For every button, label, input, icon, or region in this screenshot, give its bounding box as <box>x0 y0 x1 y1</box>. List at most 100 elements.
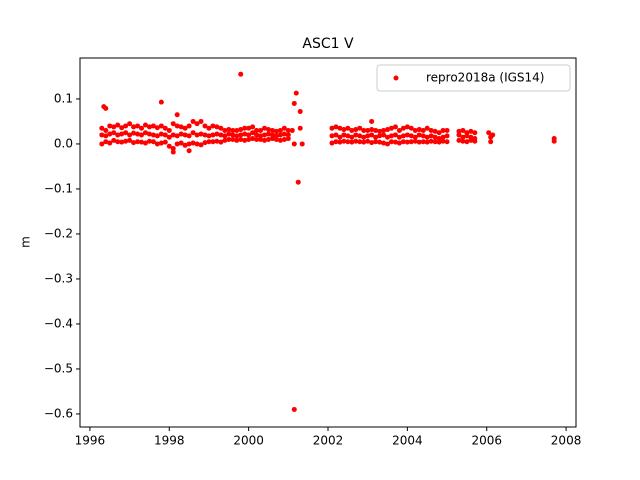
point <box>226 136 232 142</box>
point <box>396 140 402 146</box>
point <box>254 127 260 133</box>
point <box>432 134 438 140</box>
point <box>234 127 240 133</box>
y-tick-label: −0.3 <box>44 271 73 285</box>
y-tick-label: −0.6 <box>44 406 73 420</box>
point <box>285 136 291 142</box>
point <box>174 112 180 118</box>
point <box>182 125 188 131</box>
point <box>115 122 121 128</box>
point <box>99 132 105 138</box>
point <box>170 149 176 155</box>
point <box>242 125 248 131</box>
point <box>258 133 264 139</box>
x-tick-label: 2008 <box>551 434 582 448</box>
point <box>329 133 335 139</box>
point <box>460 127 466 133</box>
point <box>436 139 442 145</box>
point <box>381 140 387 146</box>
point <box>142 122 148 128</box>
point <box>365 138 371 144</box>
point <box>291 406 297 412</box>
point <box>238 136 244 142</box>
point <box>111 124 117 130</box>
point <box>341 127 347 133</box>
point <box>119 139 125 145</box>
point <box>345 133 351 139</box>
point <box>369 118 375 124</box>
point <box>273 128 279 134</box>
point <box>103 127 109 133</box>
point <box>353 138 359 144</box>
y-tick-label: 0.1 <box>54 91 73 105</box>
point <box>424 125 430 131</box>
point <box>349 139 355 145</box>
point <box>277 127 283 133</box>
point <box>246 132 252 138</box>
point <box>135 139 141 145</box>
point <box>230 127 236 133</box>
point <box>404 124 410 130</box>
point <box>214 131 220 137</box>
point <box>210 123 216 129</box>
x-tick-label: 1998 <box>154 434 185 448</box>
point <box>468 134 474 140</box>
point <box>345 125 351 131</box>
point <box>428 127 434 133</box>
point <box>194 132 200 138</box>
point <box>388 125 394 131</box>
point <box>202 132 208 138</box>
point <box>242 131 248 137</box>
point <box>107 140 113 146</box>
point <box>262 132 268 138</box>
point <box>202 123 208 129</box>
point <box>115 139 121 145</box>
point <box>333 139 339 145</box>
point <box>444 127 450 133</box>
point <box>186 141 192 147</box>
point <box>289 127 295 133</box>
point <box>258 127 264 133</box>
point <box>392 124 398 130</box>
point <box>123 138 129 144</box>
point <box>329 125 335 131</box>
point <box>127 121 133 127</box>
point <box>262 125 268 131</box>
point <box>142 140 148 146</box>
point <box>158 140 164 146</box>
point <box>262 137 268 143</box>
chart-title: ASC1 V <box>302 36 354 52</box>
point <box>99 141 105 147</box>
point <box>269 136 275 142</box>
point <box>468 128 474 134</box>
point <box>194 121 200 127</box>
point <box>190 130 196 136</box>
point <box>162 125 168 131</box>
point <box>139 132 145 138</box>
y-tick-label: −0.1 <box>44 181 73 195</box>
point <box>226 127 232 133</box>
point <box>373 139 379 145</box>
point <box>337 139 343 145</box>
point <box>436 130 442 136</box>
point <box>420 133 426 139</box>
point <box>273 136 279 142</box>
point <box>218 132 224 138</box>
point <box>123 123 129 129</box>
point <box>420 127 426 133</box>
point <box>412 138 418 144</box>
point <box>162 132 168 138</box>
point <box>361 127 367 133</box>
point <box>281 125 287 131</box>
point <box>357 139 363 145</box>
point <box>222 137 228 143</box>
point <box>551 138 557 144</box>
point <box>440 127 446 133</box>
point <box>246 136 252 142</box>
point <box>295 179 301 185</box>
point <box>337 134 343 140</box>
point <box>166 134 172 140</box>
point <box>194 141 200 147</box>
point <box>291 141 297 147</box>
y-axis-label: m <box>19 236 33 248</box>
